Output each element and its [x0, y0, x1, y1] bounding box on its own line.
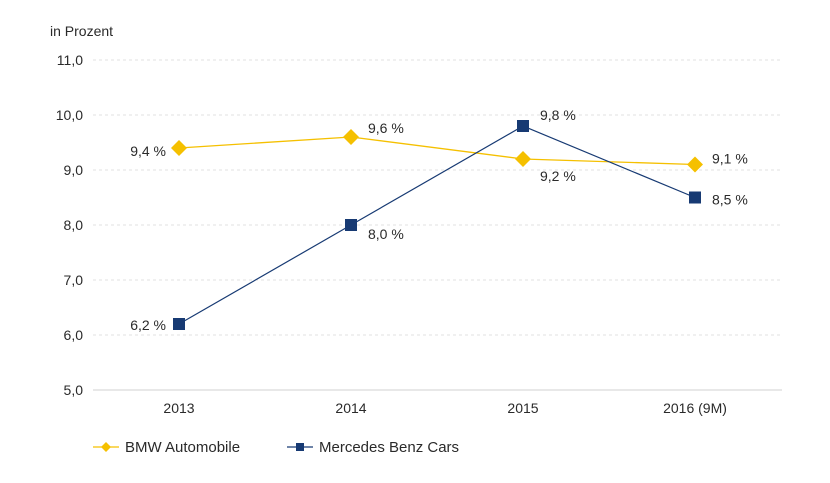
y-tick-label: 6,0 [64, 327, 84, 343]
data-label: 9,2 % [540, 168, 576, 184]
data-label: 9,6 % [368, 120, 404, 136]
data-label: 8,5 % [712, 192, 748, 208]
data-labels: 9,4 % 9,6 % 9,2 % 9,1 % 6,2 % 8,0 % 9,8 % 8,5 % [130, 107, 748, 333]
data-point-diamond [687, 156, 703, 173]
gridlines [93, 59, 782, 391]
legend-label: BMW Automobile [125, 439, 240, 456]
x-tick-label: 2015 [507, 400, 538, 416]
series-line [178, 136, 696, 166]
data-point-square [689, 191, 701, 204]
y-tick-label: 8,0 [64, 217, 84, 233]
legend: BMW Automobile Mercedes Benz Cars [93, 439, 459, 456]
y-tick-label: 9,0 [64, 162, 84, 178]
data-label: 9,8 % [540, 107, 576, 123]
axes: in Prozent 5,0 6,0 7,0 8,0 9,0 10,0 11,0 2013 20… [50, 23, 727, 416]
data-point-diamond [515, 151, 531, 167]
x-tick-label: 2016 (9M) [663, 400, 727, 416]
data-label: 9,1 % [712, 151, 748, 167]
y-tick-label: 7,0 [64, 272, 84, 288]
data-point-diamond [171, 140, 187, 156]
legend-marker-square [296, 443, 304, 451]
legend-label: Mercedes Benz Cars [319, 439, 459, 456]
data-point-square [345, 219, 357, 231]
x-tick-label: 2013 [163, 400, 194, 416]
data-label: 6,2 % [130, 317, 166, 333]
data-point-square [517, 120, 529, 132]
data-point-square [173, 318, 185, 330]
data-label: 9,4 % [130, 143, 166, 159]
y-tick-label: 10,0 [56, 107, 83, 123]
legend-marker-diamond [101, 442, 111, 452]
x-tick-label: 2014 [335, 400, 366, 416]
series-line [178, 125, 696, 325]
data-point-diamond [343, 129, 359, 145]
y-tick-label: 11,0 [57, 52, 83, 68]
series [171, 120, 703, 330]
y-axis-label: in Prozent [50, 23, 113, 39]
data-label: 8,0 % [368, 226, 404, 242]
y-tick-label: 5,0 [64, 382, 84, 398]
